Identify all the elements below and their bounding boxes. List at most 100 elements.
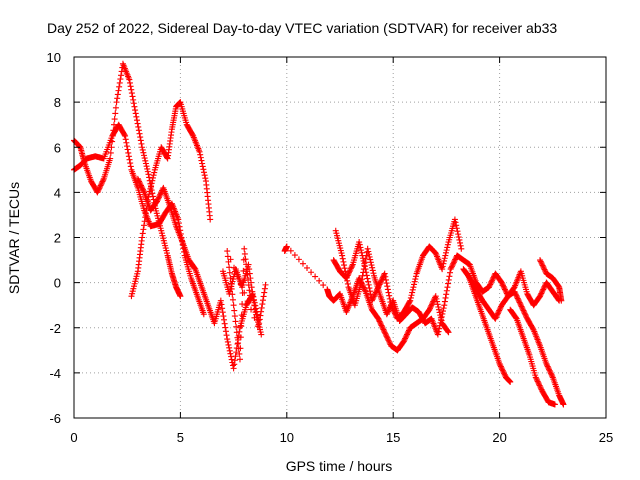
data-point [107,155,114,162]
data-point [443,291,450,298]
data-point [199,163,206,170]
data-point [511,288,518,295]
data-point [124,146,131,153]
data-point [401,336,408,343]
data-point [232,353,239,360]
data-points [71,60,567,408]
data-point [245,276,252,283]
data-point [447,269,454,276]
data-point [440,260,447,267]
data-point [381,329,388,336]
data-point [458,245,465,252]
data-point [135,177,142,184]
data-point [154,197,161,204]
data-point [358,279,365,286]
data-point [449,262,456,269]
data-point [428,302,435,309]
data-point [227,275,234,282]
data-point [157,191,164,198]
data-point [126,76,133,83]
data-point [299,260,306,267]
data-point [367,256,374,263]
data-point [379,325,386,332]
data-point [142,210,149,217]
data-point [359,272,366,279]
data-point [134,120,141,127]
data-point [316,277,323,284]
data-point [381,327,388,334]
data-point [534,378,541,385]
data-point [357,244,364,251]
data-point [109,138,116,145]
data-point [362,255,369,262]
data-point [360,269,367,276]
data-point [237,345,244,352]
data-point [135,127,142,134]
data-point [117,76,124,83]
data-point [111,116,118,123]
data-point [359,255,366,262]
data-point [226,264,233,271]
data-point [402,335,409,342]
data-point [494,311,501,318]
data-point [384,286,391,293]
data-point [202,175,209,182]
data-point [136,179,143,186]
data-point [198,157,205,164]
data-point [149,174,156,181]
data-point [448,263,455,270]
data-point [232,318,239,325]
data-point [129,93,136,100]
data-point [98,181,105,188]
data-point [537,257,544,264]
data-point [453,225,460,232]
data-point [244,271,251,278]
data-point [430,297,437,304]
data-point [224,336,231,343]
data-point [493,313,500,320]
data-point [499,280,506,287]
data-point [512,291,519,298]
data-point [128,90,135,97]
data-point [320,282,327,289]
data-point [404,331,411,338]
data-point [138,140,145,147]
data-point [434,331,441,338]
data-point [146,188,153,195]
data-point [99,178,106,185]
data-point [226,269,233,276]
data-point [486,282,493,289]
data-point [224,338,231,345]
data-point [439,308,446,315]
data-point [434,301,441,308]
data-point [116,79,123,86]
data-point [114,95,121,102]
data-point [110,127,117,134]
data-point [428,301,435,308]
data-point [376,318,383,325]
data-point [235,340,242,347]
data-point [384,336,391,343]
data-point [233,349,240,356]
data-point [442,294,449,301]
data-point [112,110,119,117]
data-point [222,328,229,335]
data-point [131,103,138,110]
data-point [432,294,439,301]
data-point [497,362,504,369]
data-point [410,284,417,291]
data-point [387,303,394,310]
data-point [439,266,446,273]
data-point [140,188,147,195]
data-point [94,189,101,196]
x-tick-label: 25 [599,430,613,445]
data-point [539,287,546,294]
data-point [207,216,214,223]
y-tick-label: 0 [54,276,61,291]
series-track-j [464,270,514,385]
data-point [222,324,229,331]
data-point [241,245,248,252]
data-point [133,113,140,120]
data-point [218,301,225,308]
data-point [224,248,231,255]
